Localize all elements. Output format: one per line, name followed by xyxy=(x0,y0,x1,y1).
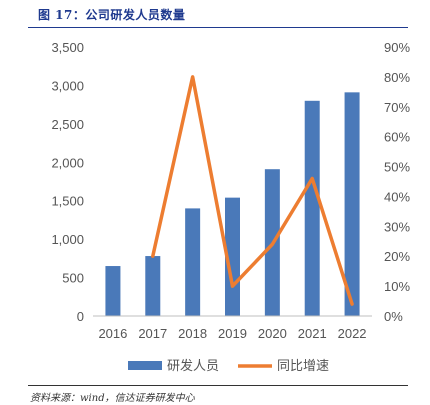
y2-tick-label: 90% xyxy=(384,40,410,55)
legend-bar-swatch xyxy=(128,361,162,370)
y-tick-label: 3,500 xyxy=(51,40,84,55)
x-tick-label: 2018 xyxy=(178,326,207,341)
y-tick-label: 1,500 xyxy=(51,194,84,209)
bar xyxy=(105,266,121,316)
source-note: 资料来源：wind，信达证券研发中心 xyxy=(30,393,195,404)
y2-tick-label: 70% xyxy=(384,100,410,115)
y2-tick-label: 10% xyxy=(384,279,410,294)
y2-tick-label: 20% xyxy=(384,249,410,264)
growth-line xyxy=(151,75,354,306)
x-tick-label: 2021 xyxy=(298,326,327,341)
y2-tick-label: 40% xyxy=(384,189,410,204)
legend-bar-label: 研发人员 xyxy=(167,358,219,373)
x-tick-label: 2020 xyxy=(258,326,287,341)
y-tick-label: 0 xyxy=(77,309,84,324)
y-tick-label: 1,000 xyxy=(51,232,84,247)
bar xyxy=(225,197,240,316)
y-tick-label: 2,000 xyxy=(51,155,84,170)
right-axis-ticks: 0% 10% 20% 30% 40% 50% 60% 70% 80% 90% xyxy=(384,40,410,324)
y-tick-label: 500 xyxy=(62,271,84,286)
left-axis-ticks: 0 500 1,000 1,500 2,000 2,500 3,000 3,500 xyxy=(51,40,84,324)
y2-tick-label: 60% xyxy=(384,130,410,145)
source-rule xyxy=(28,385,408,386)
y2-tick-label: 80% xyxy=(384,70,410,85)
y-tick-label: 3,000 xyxy=(51,78,84,93)
y2-tick-label: 0% xyxy=(384,309,403,324)
bar xyxy=(344,92,360,317)
line-series xyxy=(151,75,354,306)
legend: 研发人员 同比增速 xyxy=(128,358,329,373)
bar xyxy=(145,256,161,316)
bar xyxy=(304,100,320,316)
combo-chart: 0 500 1,000 1,500 2,000 2,500 3,000 3,500 0% 10%… xyxy=(51,40,410,373)
x-tick-label: 2019 xyxy=(218,326,247,341)
figure-title: 图 17：公司研发人员数量 xyxy=(38,8,186,22)
y-tick-label: 2,500 xyxy=(51,117,84,132)
y2-tick-label: 30% xyxy=(384,219,410,234)
legend-line-label: 同比增速 xyxy=(277,358,329,373)
x-tick-label: 2022 xyxy=(338,326,367,341)
y2-tick-label: 50% xyxy=(384,160,410,175)
x-tick-label: 2016 xyxy=(98,326,127,341)
x-axis-ticks: 2016 2017 2018 2019 2020 2021 2022 xyxy=(98,326,366,341)
title-rule xyxy=(28,27,408,28)
x-tick-label: 2017 xyxy=(138,326,167,341)
bar xyxy=(185,208,201,316)
bar-series xyxy=(105,92,360,317)
